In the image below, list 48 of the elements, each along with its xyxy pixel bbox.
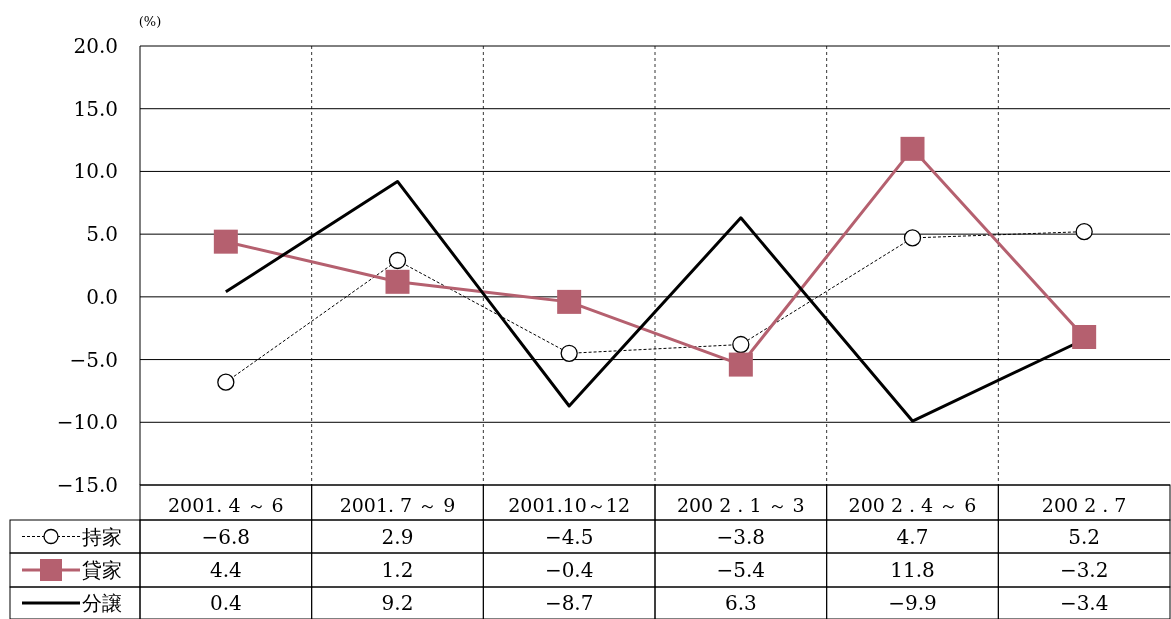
data-label: −0.4 [544, 558, 594, 582]
data-label: −8.7 [544, 591, 594, 615]
legend-label: 持家 [82, 524, 122, 549]
point [728, 352, 753, 377]
y-tick-label: −10.0 [56, 410, 118, 435]
point [388, 251, 407, 270]
data-label: 9.2 [381, 591, 414, 615]
y-tick-label: −15.0 [56, 473, 118, 497]
data-label: −4.5 [544, 524, 594, 549]
y-tick-label: 15.0 [73, 96, 118, 121]
x-tick-label: 2001. 4 ～ 6 [167, 494, 284, 516]
data-label: −3.8 [716, 524, 766, 549]
data-label: 6.3 [724, 591, 757, 615]
legend-label: 分譲 [82, 591, 122, 615]
data-label: −6.8 [201, 524, 251, 549]
point [1075, 222, 1093, 241]
data-label: 2.9 [381, 524, 414, 549]
data-label: 5.2 [1068, 524, 1101, 549]
data-label: 4.7 [896, 524, 929, 549]
point [385, 269, 410, 294]
x-tick-label: 200 2 . 1 ～ 3 [676, 494, 805, 516]
legend-label: 貸家 [82, 558, 122, 582]
y-tick-label: 10.0 [73, 159, 118, 184]
y-tick-label: 0.0 [86, 284, 118, 309]
data-label: −5.4 [716, 558, 766, 582]
data-label: 4.4 [209, 558, 242, 582]
data-label: −3.4 [1059, 591, 1109, 615]
data-label: −9.9 [888, 591, 937, 615]
data-label: 0.4 [209, 591, 242, 615]
data-label: 1.2 [381, 558, 414, 582]
data-label: −3.2 [1059, 558, 1109, 582]
point [213, 229, 238, 254]
x-tick-label: 2001.10～12 [508, 494, 631, 516]
point [1072, 324, 1097, 349]
point [217, 373, 235, 391]
x-tick-label: 200 2 . 4 ～ 6 [848, 494, 977, 516]
y-tick-label: 20.0 [73, 34, 118, 58]
point [903, 229, 922, 247]
point [560, 344, 578, 362]
point [732, 335, 750, 354]
data-label: 11.8 [890, 558, 935, 582]
x-tick-label: 200 2 . 7 [1041, 494, 1127, 516]
y-tick-label: −5.0 [69, 347, 118, 372]
x-tick-label: 2001. 7 ～ 9 [339, 494, 456, 516]
point [900, 136, 925, 161]
y-tick-label: 5.0 [86, 222, 118, 247]
point [557, 289, 582, 314]
y-axis-title: (%) [138, 14, 162, 29]
